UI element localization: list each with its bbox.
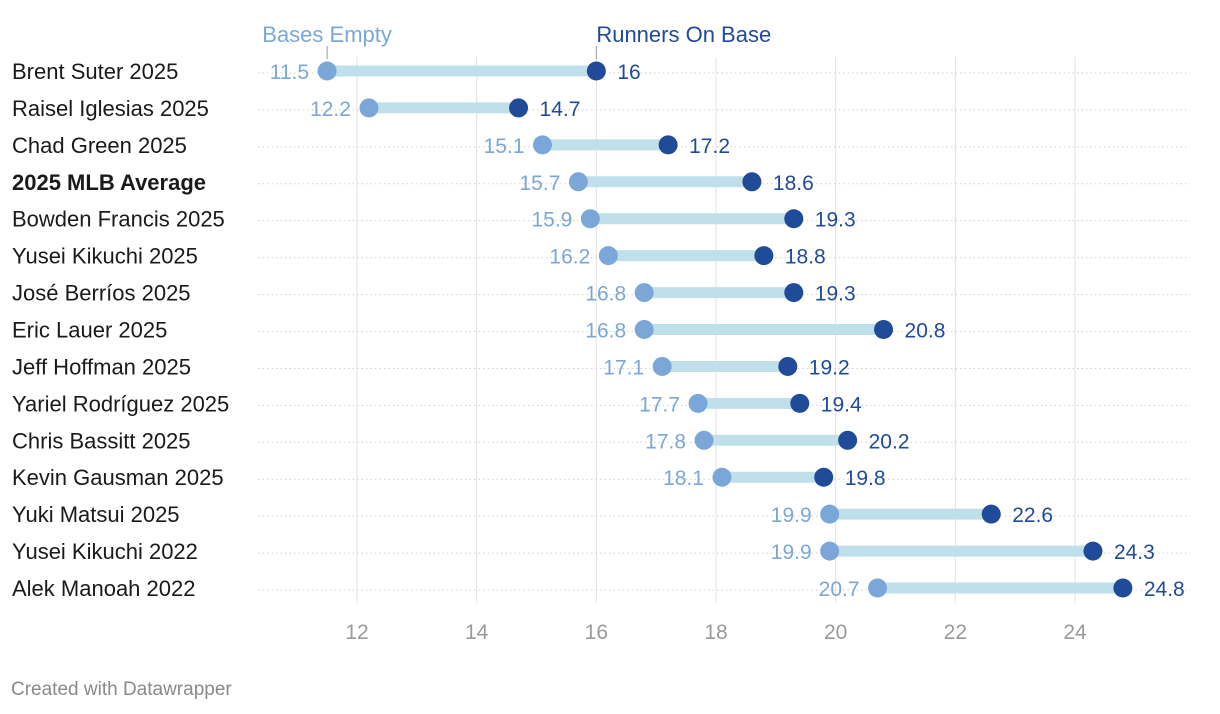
value-bases-empty: 19.9 — [771, 504, 812, 527]
x-tick-label-12: 12 — [345, 621, 368, 644]
row-label: Kevin Gausman 2025 — [12, 465, 224, 490]
value-bases-empty: 15.7 — [520, 172, 561, 195]
dot-runners-on-base — [790, 393, 810, 413]
legend: Bases Empty Runners On Base — [262, 22, 771, 59]
x-axis-ticks: 12 14 16 18 20 22 24 — [345, 621, 1087, 644]
x-tick-label-24: 24 — [1063, 621, 1087, 644]
value-bases-empty: 17.7 — [639, 393, 680, 416]
dot-runners-on-base — [742, 172, 762, 192]
dot-runners-on-base — [784, 209, 804, 229]
value-runners-on-base: 19.8 — [845, 467, 886, 490]
value-runners-on-base: 19.4 — [821, 393, 862, 416]
row-label: Yusei Kikuchi 2025 — [12, 244, 198, 269]
x-tick-label-14: 14 — [465, 621, 489, 644]
footer-credit: Created with Datawrapper — [11, 679, 232, 700]
value-bases-empty: 16.8 — [585, 283, 626, 306]
dot-bases-empty — [532, 135, 552, 155]
value-bases-empty: 17.1 — [603, 356, 644, 379]
dot-runners-on-base — [586, 61, 606, 81]
value-runners-on-base: 19.2 — [809, 356, 850, 379]
dot-bases-empty — [868, 578, 888, 598]
value-labels: 11.5 16 12.2 14.7 15.1 17.2 15.7 18.6 15.9 19.3 16… — [270, 61, 1185, 601]
dot-bases-empty — [820, 504, 840, 524]
row-label: Eric Lauer 2025 — [12, 318, 167, 343]
dot-runners-on-base — [838, 430, 858, 450]
row-label: Yariel Rodríguez 2025 — [12, 391, 229, 416]
row-label: Brent Suter 2025 — [12, 59, 178, 84]
dot-runners-on-base — [754, 246, 774, 266]
value-bases-empty: 12.2 — [310, 98, 351, 121]
value-runners-on-base: 22.6 — [1012, 504, 1053, 527]
dot-bases-empty — [712, 467, 732, 487]
value-runners-on-base: 18.8 — [785, 246, 826, 269]
row-label: Yusei Kikuchi 2022 — [12, 539, 198, 564]
value-bases-empty: 15.9 — [531, 209, 572, 232]
row-label: Yuki Matsui 2025 — [12, 502, 180, 527]
value-bases-empty: 16.2 — [549, 246, 590, 269]
legend-bases-empty: Bases Empty — [262, 22, 392, 47]
dot-bases-empty — [568, 172, 588, 192]
row-label: Chris Bassitt 2025 — [12, 428, 191, 453]
row-labels: Brent Suter 2025 Raisel Iglesias 2025 Chad… — [12, 59, 229, 601]
value-bases-empty: 19.9 — [771, 541, 812, 564]
value-runners-on-base: 24.8 — [1144, 578, 1185, 601]
row-label: Alek Manoah 2022 — [12, 576, 195, 601]
value-runners-on-base: 16 — [617, 61, 640, 84]
dot-bases-empty — [317, 61, 337, 81]
value-runners-on-base: 24.3 — [1114, 541, 1155, 564]
x-tick-label-22: 22 — [944, 621, 967, 644]
dot-bases-empty — [359, 98, 379, 118]
row-label: Bowden Francis 2025 — [12, 207, 225, 232]
x-tick-label-18: 18 — [704, 621, 727, 644]
value-runners-on-base: 19.3 — [815, 283, 856, 306]
value-bases-empty: 20.7 — [819, 578, 860, 601]
value-runners-on-base: 17.2 — [689, 135, 730, 158]
row-label: 2025 MLB Average — [12, 170, 206, 195]
data-dots — [317, 61, 1133, 598]
value-runners-on-base: 14.7 — [540, 98, 581, 121]
dot-bases-empty — [634, 320, 654, 340]
value-runners-on-base: 18.6 — [773, 172, 814, 195]
dot-runners-on-base — [778, 356, 798, 376]
dot-runners-on-base — [814, 467, 834, 487]
dot-bases-empty — [688, 393, 708, 413]
value-runners-on-base: 19.3 — [815, 209, 856, 232]
value-bases-empty: 18.1 — [663, 467, 704, 490]
dot-bases-empty — [820, 541, 840, 561]
value-bases-empty: 15.1 — [484, 135, 525, 158]
range-bars — [327, 65, 1123, 594]
dot-runners-on-base — [1113, 578, 1133, 598]
x-tick-label-16: 16 — [585, 621, 608, 644]
dot-runners-on-base — [981, 504, 1001, 524]
value-bases-empty: 17.8 — [645, 430, 686, 453]
value-bases-empty: 11.5 — [270, 61, 309, 84]
row-label: José Berríos 2025 — [12, 281, 191, 306]
value-bases-empty: 16.8 — [585, 320, 626, 343]
dot-runners-on-base — [1083, 541, 1103, 561]
dot-bases-empty — [694, 430, 714, 450]
row-label: Chad Green 2025 — [12, 133, 187, 158]
dot-bases-empty — [634, 283, 654, 303]
x-tick-label-20: 20 — [824, 621, 847, 644]
dot-runners-on-base — [509, 98, 529, 118]
dot-runners-on-base — [784, 283, 804, 303]
dot-runners-on-base — [874, 320, 894, 340]
dot-bases-empty — [598, 246, 618, 266]
row-label: Jeff Hoffman 2025 — [12, 354, 191, 379]
row-label: Raisel Iglesias 2025 — [12, 96, 209, 121]
dot-bases-empty — [580, 209, 600, 229]
value-runners-on-base: 20.2 — [869, 430, 910, 453]
value-runners-on-base: 20.8 — [905, 320, 946, 343]
dot-bases-empty — [652, 356, 672, 376]
legend-runners-on-base: Runners On Base — [596, 22, 771, 47]
dot-runners-on-base — [658, 135, 678, 155]
